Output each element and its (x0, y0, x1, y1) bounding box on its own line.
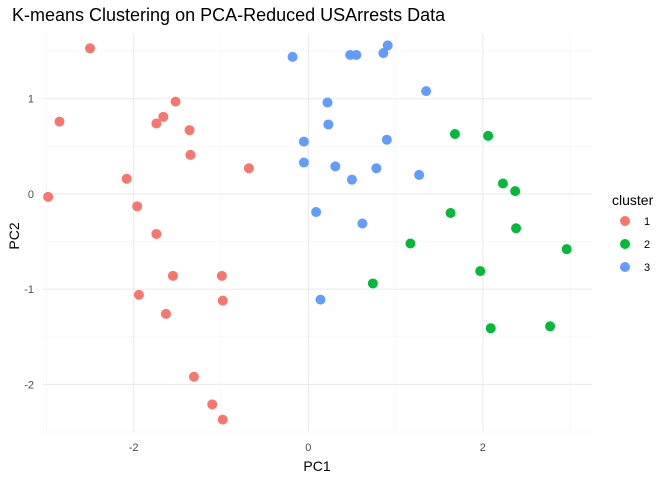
cluster-2-point (367, 278, 378, 289)
x-axis-title: PC1 (303, 458, 330, 474)
y-tick-label: -2 (24, 379, 34, 391)
tick-labels: -2 0 2 -2 -1 0 1 (24, 94, 486, 454)
cluster-2-point (483, 130, 494, 141)
legend-key-cluster-3 (620, 262, 630, 272)
cluster-2-point (405, 238, 416, 249)
cluster-3-point (322, 97, 333, 108)
cluster-2-point (475, 266, 486, 277)
y-tick-label: 1 (28, 94, 34, 106)
cluster-2-point (485, 323, 496, 334)
legend-label-cluster-3: 3 (644, 262, 650, 274)
legend-label-cluster-2: 2 (644, 239, 650, 251)
cluster-1-point (170, 96, 181, 107)
cluster-3-point (298, 157, 309, 168)
cluster-3-point (382, 40, 393, 51)
cluster-2-point (510, 186, 521, 197)
legend-items: 1 2 3 (620, 216, 650, 274)
x-tick-label: 2 (480, 442, 486, 454)
cluster-1-point (151, 228, 162, 239)
cluster-1-point (54, 116, 65, 127)
legend-key-cluster-1 (620, 216, 630, 226)
y-axis-title: PC2 (6, 222, 22, 249)
cluster-1-point (243, 163, 254, 174)
cluster-1-point (167, 270, 178, 281)
cluster-2-point (449, 128, 460, 139)
y-tick-label: 0 (28, 189, 34, 201)
data-points (43, 40, 572, 425)
cluster-3-point (298, 136, 309, 147)
cluster-3-point (315, 294, 326, 305)
legend-key-cluster-2 (620, 239, 630, 249)
legend: cluster 1 2 3 (612, 192, 654, 274)
cluster-1-point (185, 149, 196, 160)
cluster-3-point (381, 134, 392, 145)
cluster-3-point (287, 51, 298, 62)
legend-title: cluster (612, 192, 654, 208)
cluster-3-point (378, 48, 389, 59)
cluster-1-point (43, 191, 54, 202)
cluster-2-point (497, 178, 508, 189)
cluster-2-point (561, 244, 572, 255)
cluster-3-point (330, 161, 341, 172)
chart-title: K-means Clustering on PCA-Reduced USArre… (12, 5, 446, 25)
cluster-1-point (207, 399, 218, 410)
cluster-3-point (371, 163, 382, 174)
cluster-2-point (511, 223, 522, 234)
cluster-2-point (545, 321, 556, 332)
cluster-3-point (351, 49, 362, 60)
cluster-1-point (121, 173, 132, 184)
cluster-1-point (133, 289, 144, 300)
x-tick-label: -2 (129, 442, 139, 454)
cluster-3-point (357, 218, 368, 229)
x-tick-label: 0 (305, 442, 311, 454)
cluster-1-point (217, 414, 228, 425)
cluster-2-point (445, 208, 456, 219)
grid-lines (42, 34, 592, 433)
cluster-1-point (216, 270, 227, 281)
cluster-3-point (346, 174, 357, 185)
cluster-3-point (311, 207, 322, 218)
cluster-1-point (132, 201, 143, 212)
cluster-3-point (421, 86, 432, 97)
legend-label-cluster-1: 1 (644, 216, 650, 228)
cluster-1-point (188, 371, 199, 382)
cluster-1-point (151, 118, 162, 129)
cluster-1-point (184, 125, 195, 136)
cluster-3-point (414, 169, 425, 180)
cluster-1-point (158, 111, 169, 122)
cluster-1-point (217, 295, 228, 306)
cluster-1-point (85, 43, 96, 54)
y-tick-label: -1 (24, 284, 34, 296)
cluster-3-point (323, 119, 334, 130)
cluster-1-point (160, 308, 171, 319)
